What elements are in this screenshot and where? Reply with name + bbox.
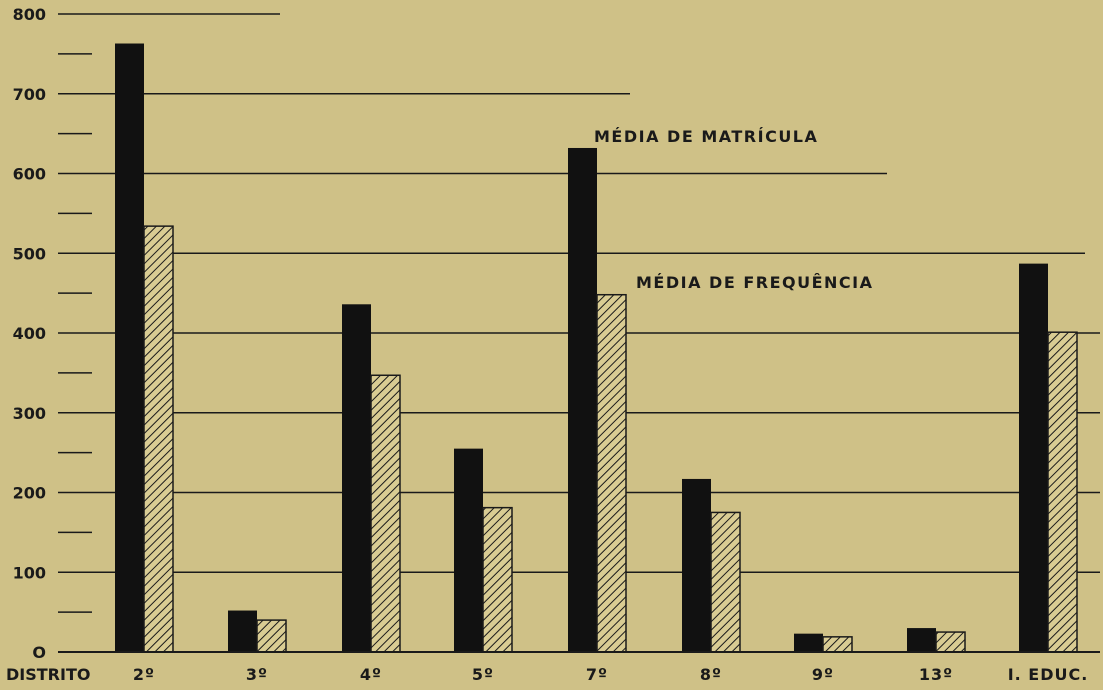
axes: O 100 200 300 400 500 600 700 800 DISTRITO 2º 3º 4º 5…: [6, 5, 1100, 684]
y-tick-label: 700: [13, 85, 46, 104]
category-label: 8º: [700, 665, 722, 684]
bar-matricula: [228, 610, 257, 652]
y-tick-label: 500: [13, 244, 46, 263]
bar-frequencia: [370, 374, 401, 653]
x-axis-title: DISTRITO: [6, 665, 90, 684]
bar-matricula: [115, 43, 144, 652]
legend-label-matricula: MÉDIA DE MATRÍCULA: [594, 127, 818, 146]
y-tick-label: 400: [13, 324, 46, 343]
y-tick-label: 300: [13, 404, 46, 423]
bar-frequencia: [710, 511, 741, 653]
bar-matricula: [1019, 263, 1048, 652]
category-label: 4º: [360, 665, 382, 684]
y-tick-label: 200: [13, 484, 46, 503]
y-tick-label: 800: [13, 5, 46, 24]
bar-matricula: [907, 628, 936, 652]
bar-frequencia: [482, 506, 513, 653]
legend-label-frequencia: MÉDIA DE FREQUÊNCIA: [636, 273, 874, 292]
category-label: 5º: [472, 665, 494, 684]
category-label: 13º: [919, 665, 953, 684]
legend: MÉDIA DE MATRÍCULA MÉDIA DE FREQUÊNCIA: [594, 127, 874, 292]
bar-frequencia: [1047, 331, 1078, 653]
bar-matricula: [794, 633, 823, 652]
bar-frequencia: [143, 225, 174, 653]
bar-matricula: [342, 304, 371, 652]
category-label: 3º: [246, 665, 268, 684]
category-label: 2º: [133, 665, 155, 684]
category-label: 7º: [586, 665, 608, 684]
bar-frequencia: [596, 293, 627, 653]
bars: [115, 43, 1078, 653]
category-label: 9º: [812, 665, 834, 684]
y-tick-label: 100: [13, 563, 46, 582]
bar-frequencia: [822, 636, 853, 653]
bar-frequencia: [256, 619, 287, 653]
y-tick-label: O: [32, 643, 46, 662]
category-label: I. EDUC.: [1008, 665, 1089, 684]
y-tick-label: 600: [13, 165, 46, 184]
bar-matricula: [682, 478, 711, 652]
bar-matricula: [454, 448, 483, 652]
bar-matricula: [568, 147, 597, 653]
bar-frequencia: [935, 631, 966, 653]
